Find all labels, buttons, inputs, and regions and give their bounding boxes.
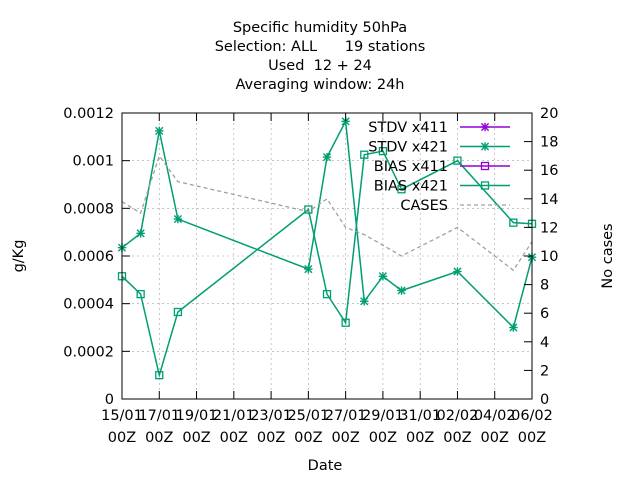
x-tick-label: 02/02 (437, 408, 479, 424)
data-point (173, 214, 183, 224)
legend-label: BIAS x421 (374, 179, 448, 195)
data-point (453, 156, 462, 165)
x-tick-label: 04/02 (474, 408, 516, 424)
x-tick-label-time: 00Z (145, 430, 173, 446)
y2-tick-label: 8 (540, 278, 549, 294)
title-line: Averaging window: 24h (235, 77, 404, 93)
x-tick-label: 15/01 (101, 408, 143, 424)
legend: STDV x411 STDV x421 BIAS x411 BIAS x421 CASE… (368, 120, 510, 214)
legend-entry: STDV x411 (368, 120, 510, 136)
x-tick-label-time: 00Z (108, 430, 136, 446)
data-point (155, 126, 164, 136)
legend-label: CASES (400, 198, 448, 214)
data-point (136, 289, 145, 299)
y-tick-label: 0.0004 (63, 297, 114, 313)
y-tick-label: 0.0008 (63, 201, 114, 217)
legend-marker (480, 142, 490, 151)
series-layer (117, 117, 537, 380)
x-tick-label-time: 00Z (406, 430, 434, 446)
y2-tick-label: 4 (540, 335, 549, 351)
x-tick-label-time: 00Z (518, 430, 546, 446)
x-tick-label-time: 00Z (481, 430, 509, 446)
y2-tick-label: 0 (540, 392, 549, 408)
y2-tick-label: 20 (540, 106, 558, 122)
data-point (509, 218, 518, 227)
legend-marker (480, 122, 490, 132)
x-tick-label: 17/01 (138, 408, 180, 424)
x-tick-label: 31/01 (399, 408, 441, 424)
x-tick-label-time: 00Z (443, 430, 471, 446)
data-point (304, 264, 313, 274)
series-1 (117, 117, 537, 332)
x-tick-label: 23/01 (250, 408, 292, 424)
series-line (121, 154, 533, 272)
legend-marker (480, 161, 490, 171)
y2-tick-label: 16 (540, 163, 558, 179)
data-point (360, 297, 369, 306)
x-tick-label-time: 00Z (257, 430, 285, 446)
y-tick-label: 0 (105, 392, 114, 408)
data-point (378, 272, 388, 281)
data-point (341, 318, 350, 327)
y2-tick-label: 10 (540, 249, 558, 265)
legend-entry: BIAS x421 (374, 179, 510, 195)
series-line (121, 118, 533, 329)
series-4 (121, 154, 533, 272)
y-tick-label: 0.0012 (63, 106, 114, 122)
data-point (322, 152, 332, 162)
legend-entry: STDV x421 (368, 140, 510, 156)
legend-entry: CASES (400, 198, 510, 214)
x-tick-label: 19/01 (176, 408, 218, 424)
axes: 0 0.0002 0.0004 0.0006 0.0008 0.001 0.0012 0 2 4 6… (63, 106, 558, 446)
legend-marker (480, 181, 490, 190)
data-point (397, 286, 406, 295)
data-point (453, 267, 462, 276)
x-tick-label: 29/01 (362, 408, 404, 424)
y-axis-label: g/Kg (11, 240, 27, 273)
x-tick-label: 06/02 (511, 408, 553, 424)
y-tick-label: 0.001 (72, 154, 114, 170)
x-tick-label: 25/01 (287, 408, 329, 424)
data-point (397, 185, 406, 194)
x-tick-label-time: 00Z (220, 430, 248, 446)
legend-label: STDV x421 (368, 140, 448, 156)
data-point (304, 205, 313, 214)
y-tick-label: 0.0006 (63, 249, 114, 265)
y2-tick-label: 6 (540, 306, 549, 322)
title-line: Specific humidity 50hPa (233, 20, 407, 36)
y2-tick-label: 14 (540, 192, 558, 208)
y2-tick-label: 2 (540, 363, 549, 379)
chart-title: Specific humidity 50hPa Selection: ALL 19… (215, 20, 426, 93)
y2-tick-label: 12 (540, 220, 558, 236)
series-3 (117, 146, 537, 380)
data-point (155, 371, 164, 380)
data-point (378, 146, 388, 156)
title-line: Selection: ALL 19 stations (215, 39, 426, 55)
x-tick-label-time: 00Z (369, 430, 397, 446)
legend-entry: BIAS x411 (374, 159, 510, 175)
series-line (121, 150, 533, 379)
x-tick-label: 27/01 (325, 408, 367, 424)
data-point (136, 229, 145, 238)
y-tick-label: 0.0002 (63, 344, 114, 360)
data-point (360, 150, 369, 159)
data-point (509, 323, 518, 332)
y2-tick-label: 18 (540, 135, 558, 151)
x-tick-label: 21/01 (213, 408, 255, 424)
y2-axis-label: No cases (600, 223, 616, 288)
data-point (322, 289, 332, 299)
x-tick-label-time: 00Z (182, 430, 210, 446)
x-tick-label-time: 00Z (331, 430, 359, 446)
x-axis-label: Date (308, 458, 343, 474)
title-line: Used 12 + 24 (268, 58, 372, 74)
x-tick-label-time: 00Z (294, 430, 322, 446)
legend-label: STDV x411 (368, 120, 448, 136)
legend-label: BIAS x411 (374, 159, 448, 175)
data-point (173, 307, 183, 317)
